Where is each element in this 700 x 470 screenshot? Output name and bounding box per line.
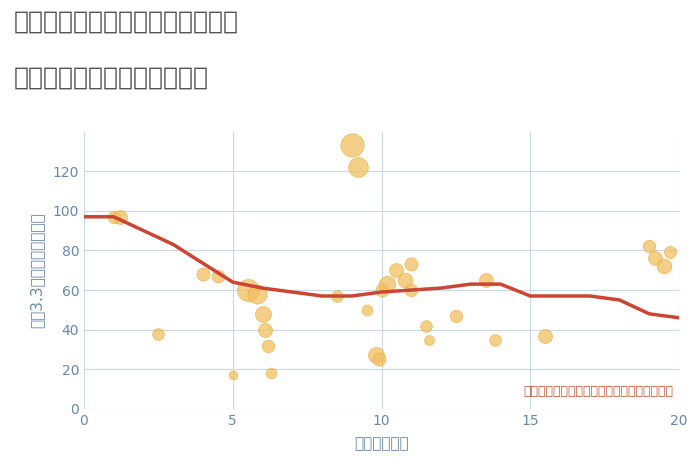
Point [108,213,119,220]
Point [331,292,342,300]
Point [197,270,209,278]
Point [376,286,387,294]
Point [424,336,435,343]
Point [489,336,500,343]
Point [260,326,271,333]
Point [406,286,417,294]
Point [266,369,277,377]
Point [480,276,491,284]
Point [361,306,372,313]
Point [650,255,661,262]
Point [370,352,381,359]
Text: 岐阜県揖斐郡揖斐川町谷汲岐礼の: 岐阜県揖斐郡揖斐川町谷汲岐礼の [14,9,239,33]
Point [373,356,384,363]
X-axis label: 駅距離（分）: 駅距離（分） [354,436,409,451]
Y-axis label: 坪（3.3㎡）単価（万円）: 坪（3.3㎡）単価（万円） [29,212,44,328]
Point [400,276,411,284]
Point [242,286,253,294]
Point [406,260,417,268]
Point [352,164,363,171]
Point [421,322,432,329]
Text: 駅距離別中古マンション価格: 駅距離別中古マンション価格 [14,66,209,90]
Point [664,249,676,256]
Point [540,332,551,339]
Point [114,213,125,220]
Text: 円の大きさは、取引のあった物件面積を示す: 円の大きさは、取引のあった物件面積を示す [523,385,673,398]
Point [263,342,274,349]
Point [346,142,357,149]
Point [212,273,223,280]
Point [382,280,393,288]
Point [659,263,670,270]
Point [450,312,461,320]
Point [251,290,262,298]
Point [153,330,164,337]
Point [391,266,402,274]
Point [644,243,655,250]
Point [227,371,238,379]
Point [257,310,268,318]
